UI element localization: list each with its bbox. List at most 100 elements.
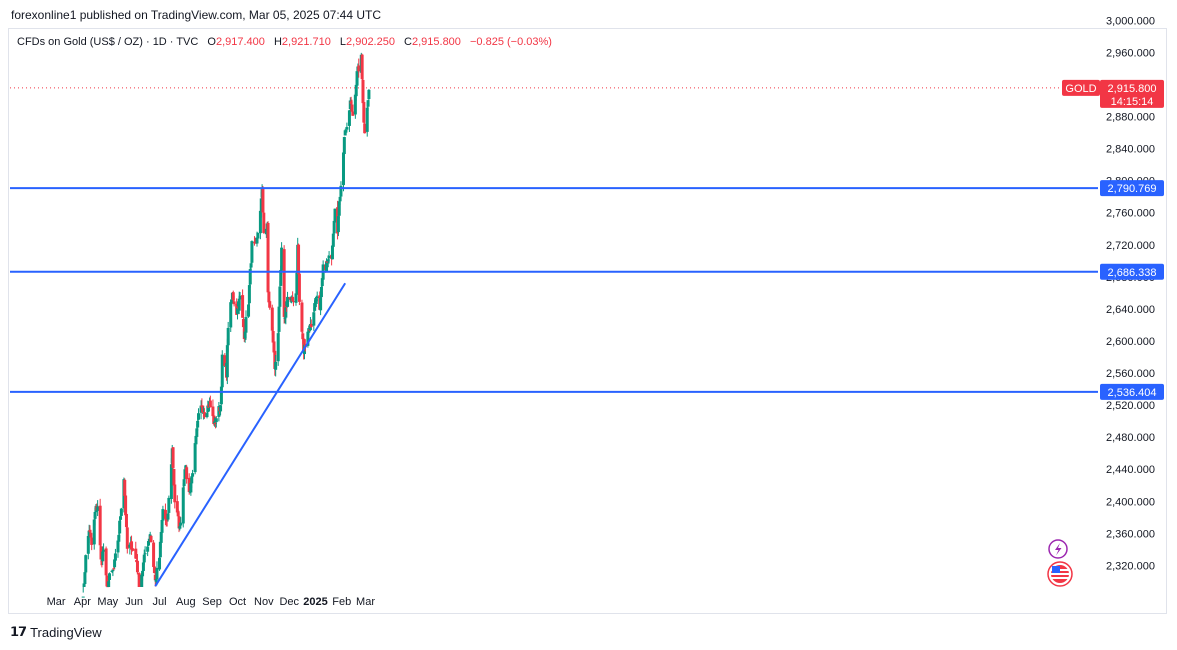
candle-body bbox=[258, 210, 262, 234]
candle-body bbox=[350, 104, 354, 112]
y-tick-label: 2,400.000 bbox=[1106, 496, 1155, 508]
open-label: O bbox=[207, 36, 216, 48]
level-price-label: 2,536.404 bbox=[1108, 387, 1157, 399]
candle-body bbox=[163, 509, 167, 519]
candle-body bbox=[341, 152, 345, 186]
candle-body bbox=[102, 549, 106, 552]
candle-body bbox=[314, 298, 318, 302]
candle-body bbox=[355, 71, 359, 86]
candle-body bbox=[123, 479, 127, 496]
candle-body bbox=[291, 300, 295, 302]
candle-body bbox=[213, 421, 217, 424]
candle-body bbox=[255, 237, 259, 244]
high-label: H bbox=[273, 36, 282, 48]
candle-body bbox=[201, 405, 205, 413]
candle-body bbox=[165, 519, 169, 522]
lightning-icon[interactable] bbox=[1048, 539, 1068, 559]
candle-body bbox=[131, 549, 135, 551]
x-tick-label: Jul bbox=[152, 596, 166, 608]
candle-body bbox=[326, 259, 330, 262]
symbol-tag-label: GOLD bbox=[1065, 83, 1096, 95]
candle-body bbox=[154, 579, 158, 582]
candle-body bbox=[212, 415, 216, 425]
last-price-tag bbox=[1100, 79, 1164, 108]
candle-body bbox=[167, 497, 171, 513]
candle-body bbox=[343, 130, 347, 136]
level-price-label: 2,790.769 bbox=[1108, 183, 1157, 195]
candle-body bbox=[104, 548, 108, 576]
candle-body bbox=[226, 327, 230, 346]
candle-body bbox=[266, 222, 270, 293]
candle-body bbox=[268, 301, 272, 308]
candle-body bbox=[219, 386, 223, 405]
candle-body bbox=[262, 212, 266, 233]
candle-body bbox=[294, 293, 298, 303]
candle-body bbox=[306, 331, 310, 346]
y-tick-label: 3,000.000 bbox=[1106, 15, 1155, 27]
footer-brand[interactable]: 𝟭𝟳 TradingView bbox=[10, 624, 102, 640]
candle-body bbox=[86, 535, 90, 554]
candle-body bbox=[277, 306, 281, 332]
candle-body bbox=[325, 261, 329, 272]
candle-body bbox=[96, 506, 100, 511]
candle-body bbox=[223, 355, 227, 366]
level-price-tag bbox=[1100, 263, 1164, 280]
candle-body bbox=[274, 361, 278, 370]
trendline-group[interactable] bbox=[154, 282, 347, 587]
candle-body bbox=[339, 185, 343, 197]
candle-body bbox=[83, 572, 87, 585]
brand-name: TradingView bbox=[30, 624, 102, 640]
candle-body bbox=[354, 84, 358, 97]
candle-body bbox=[177, 516, 181, 529]
candle-body bbox=[187, 477, 191, 492]
candle-body bbox=[137, 573, 141, 587]
us-flag-icon bbox=[1047, 561, 1073, 587]
candle-body bbox=[185, 467, 189, 480]
candle-body bbox=[219, 405, 223, 412]
candle-body bbox=[243, 331, 247, 339]
y-tick-label: 2,880.000 bbox=[1106, 112, 1155, 124]
y-tick-label: 2,960.000 bbox=[1106, 47, 1155, 59]
candle-body bbox=[347, 110, 351, 126]
candle-body bbox=[357, 65, 361, 72]
tradingview-logo-icon: 𝟭𝟳 bbox=[10, 624, 27, 639]
candle-body bbox=[107, 581, 111, 587]
candle-body bbox=[261, 187, 265, 213]
candle-body bbox=[206, 405, 210, 413]
candle-body bbox=[353, 94, 357, 115]
candle-body bbox=[270, 307, 274, 331]
corner-icons bbox=[1047, 539, 1073, 587]
candle-body bbox=[236, 307, 240, 314]
price-axis[interactable]: 3,000.0002,960.0002,920.0002,880.0002,84… bbox=[1106, 15, 1155, 572]
candle-body bbox=[213, 422, 217, 424]
time-axis[interactable]: Mar Apr May Jun Jul Aug Sep Oct Nov Dec 2025 Feb Mar bbox=[47, 596, 376, 608]
candle-body bbox=[232, 301, 236, 305]
candle-body bbox=[190, 476, 194, 484]
candle-body bbox=[191, 473, 195, 477]
symbol-description[interactable]: CFDs on Gold (US$ / OZ) · 1D · TVC bbox=[17, 36, 199, 48]
candle-body bbox=[181, 487, 185, 524]
x-tick-label: Aug bbox=[176, 596, 196, 608]
last-price-label: 2,915.800 bbox=[1108, 83, 1157, 95]
candle-body bbox=[189, 482, 193, 493]
candle-body bbox=[249, 263, 253, 268]
x-tick-label: May bbox=[97, 596, 118, 608]
candle-body bbox=[112, 568, 116, 570]
candle-body bbox=[197, 413, 201, 420]
candle-body bbox=[282, 249, 286, 317]
candle-body bbox=[288, 297, 292, 300]
candle-body bbox=[101, 551, 105, 562]
candle-body bbox=[332, 220, 336, 234]
candle-body bbox=[272, 341, 276, 353]
candle-body bbox=[179, 522, 183, 526]
y-tick-label: 2,640.000 bbox=[1106, 304, 1155, 316]
candle-body bbox=[146, 546, 150, 552]
candle-body bbox=[176, 512, 180, 517]
candle-body bbox=[159, 532, 163, 543]
candle-body bbox=[365, 107, 369, 132]
y-tick-label: 2,480.000 bbox=[1106, 432, 1155, 444]
candle-body bbox=[172, 468, 176, 486]
candle-body bbox=[214, 418, 218, 423]
candle-body bbox=[111, 569, 115, 572]
